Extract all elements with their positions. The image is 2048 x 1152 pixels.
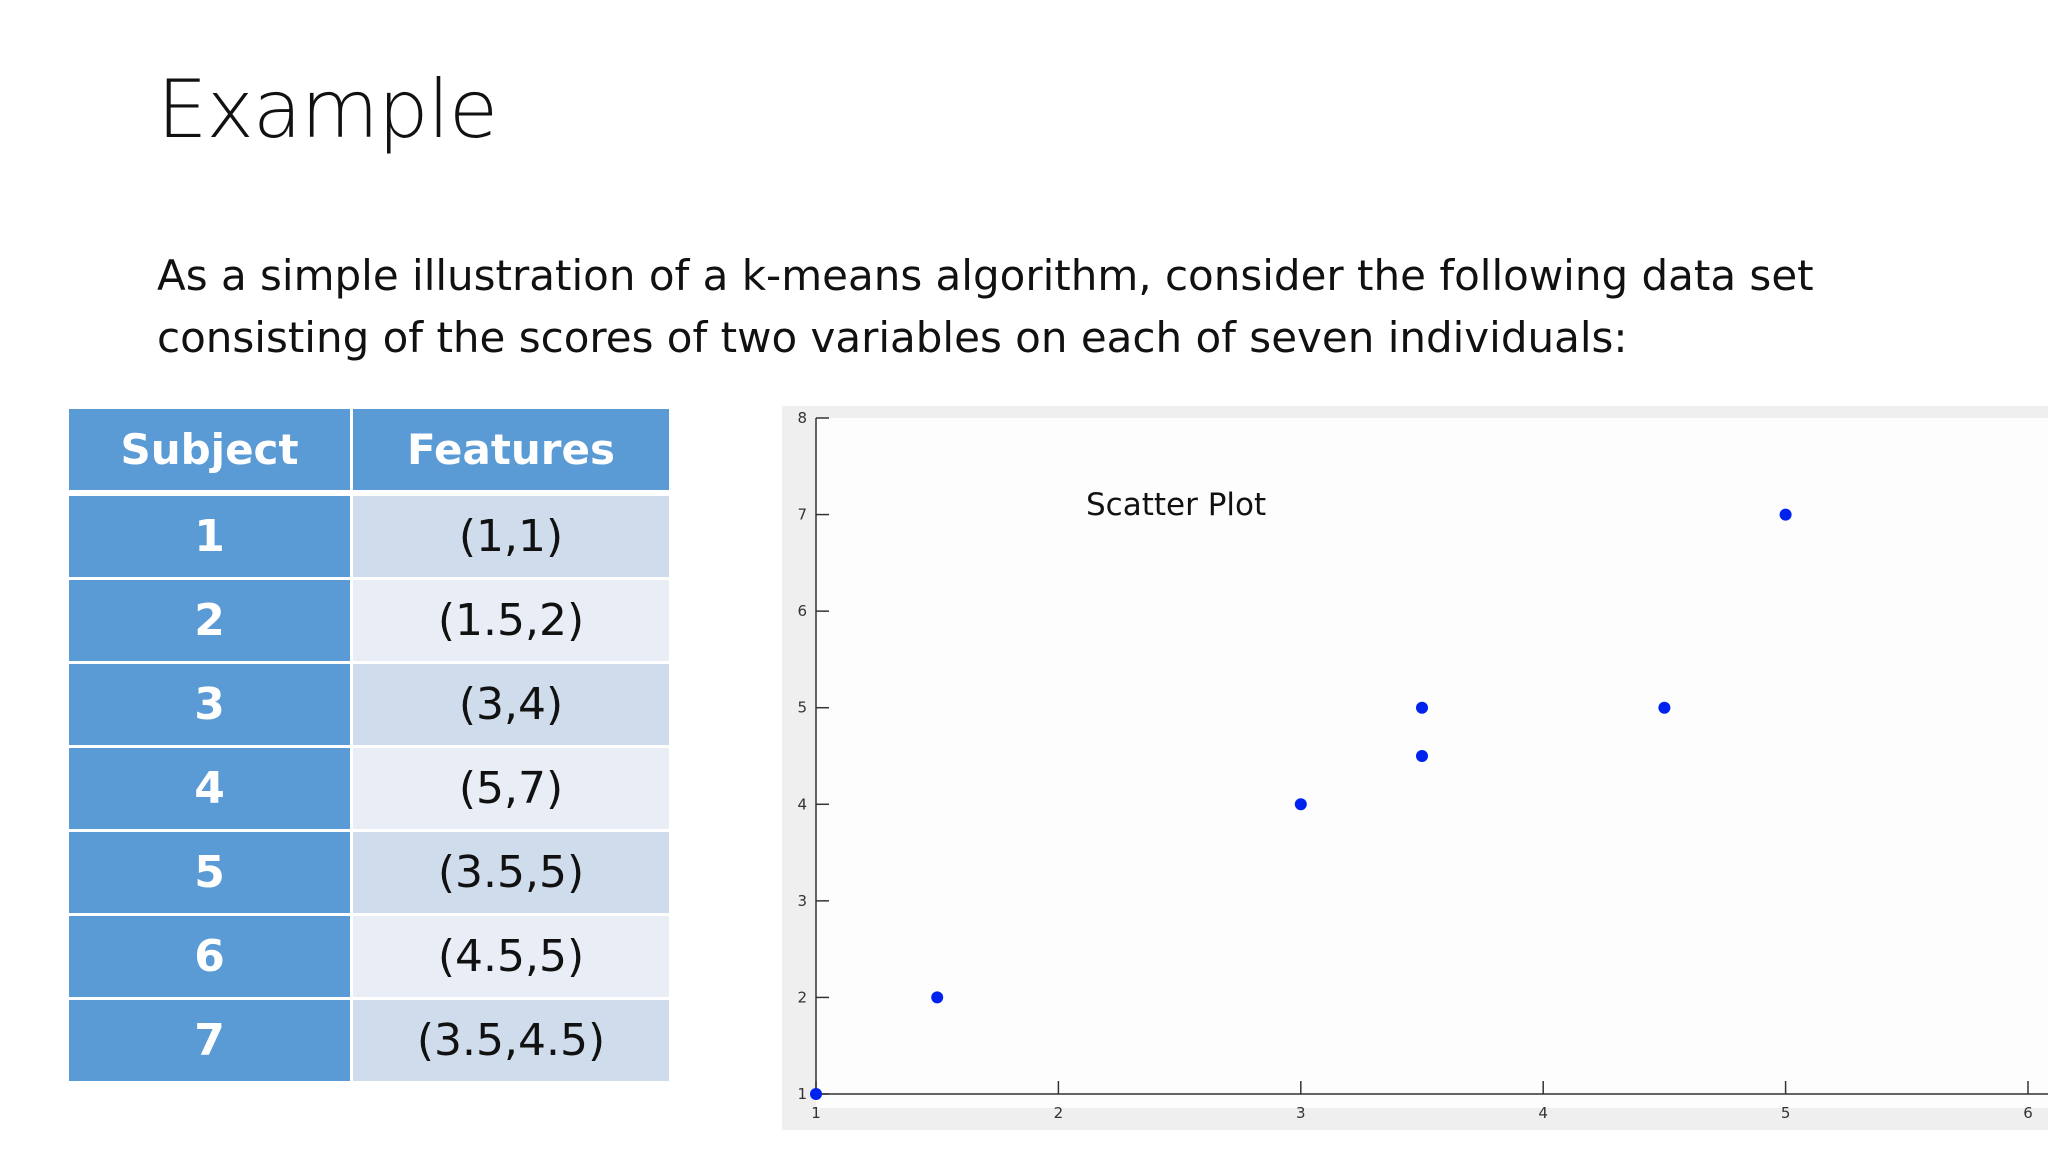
y-tick-label: 2 [797,988,807,1006]
axes: 1 2 3 4 5 6 1 2 3 4 5 6 7 8 [797,409,2048,1122]
subject-cell: 2 [66,577,353,664]
y-tick-label: 4 [797,795,807,813]
subject-cell: 6 [66,913,353,1000]
x-tick-label: 5 [1781,1104,1791,1122]
scatter-point [1294,798,1307,811]
y-tick-label: 5 [797,699,807,717]
features-cell: (3,4) [350,661,672,748]
features-cell: (3.5,5) [350,829,672,916]
x-tick-label: 2 [1054,1104,1064,1122]
scatter-point [1416,701,1428,714]
features-header: Features [350,406,672,496]
x-tick-label: 3 [1296,1104,1306,1122]
subject-cell: 5 [66,829,353,916]
table-row: 4 (5,7) [66,745,672,832]
subject-cell: 7 [66,997,353,1084]
x-tick-label: 1 [811,1104,821,1122]
slide-title: Example [157,63,498,156]
subject-cell: 1 [66,491,353,580]
subject-cell: 4 [66,745,353,832]
scatter-plot-frame: 1 2 3 4 5 6 1 2 3 4 5 6 7 8 [782,406,2048,1130]
features-cell: (5,7) [350,745,672,832]
scatter-point [931,991,944,1004]
y-tick-label: 6 [797,602,807,620]
y-tick-label: 8 [797,409,807,427]
table-header-row: Subject Features [66,406,672,496]
plot-area-background [816,418,2048,1108]
chart-title: Scatter Plot [1086,487,1267,523]
x-tick-label: 6 [2023,1104,2033,1122]
features-cell: (1,1) [350,491,672,580]
features-cell: (1.5,2) [350,577,672,664]
scatter-plot: 1 2 3 4 5 6 1 2 3 4 5 6 7 8 [797,409,2048,1122]
y-tick-label: 1 [797,1085,807,1103]
table-row: 1 (1,1) [66,491,672,580]
intro-paragraph: As a simple illustration of a k-means al… [157,251,1814,362]
scatter-point [1779,508,1792,521]
table-row: 3 (3,4) [66,661,672,748]
data-points [810,508,1792,1100]
features-cell: (4.5,5) [350,913,672,1000]
subject-header: Subject [66,406,353,496]
table-row: 2 (1.5,2) [66,577,672,664]
y-tick-label: 7 [797,506,807,524]
features-table: Subject Features 1 (1,1) 2 (1.5,2) 3 (3,… [66,406,672,1084]
table-row: 5 (3.5,5) [66,829,672,916]
table-row: 7 (3.5,4.5) [66,997,672,1084]
features-cell: (3.5,4.5) [350,997,672,1084]
table-row: 6 (4.5,5) [66,913,672,1000]
x-tick-label: 4 [1538,1104,1548,1122]
scatter-point [1416,750,1428,762]
scatter-point [1658,701,1671,714]
scatter-point [810,1088,822,1100]
subject-cell: 3 [66,661,353,748]
y-tick-label: 3 [797,892,807,910]
